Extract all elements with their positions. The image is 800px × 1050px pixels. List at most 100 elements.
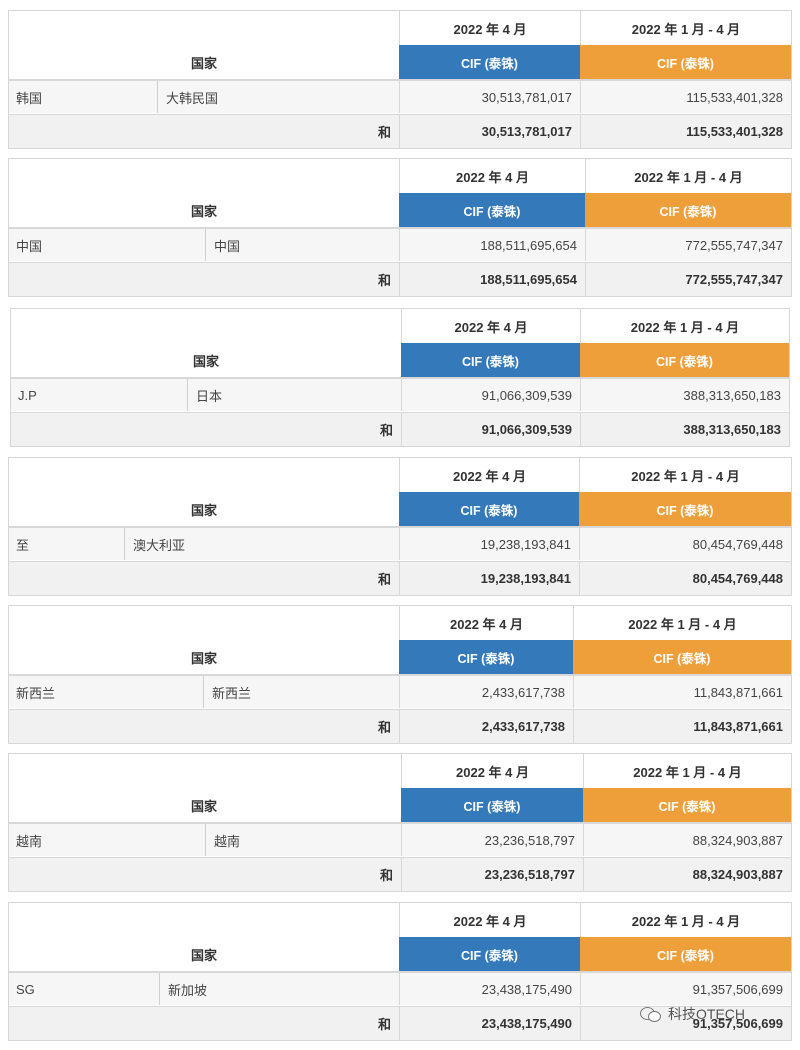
cif-ytd-header: CIF (泰铢) [573, 640, 791, 674]
sum-label: 和 [377, 572, 391, 587]
period-ytd-header: 2022 年 1 月 - 4 月 [585, 159, 791, 193]
cif-ytd-header: CIF (泰铢) [583, 788, 791, 822]
period-ytd-header: 2022 年 1 月 - 4 月 [583, 754, 791, 788]
period-month-header: 2022 年 4 月 [399, 903, 580, 937]
cif-month-header: CIF (泰铢) [399, 193, 585, 227]
sum-month-value: 91,066,309,539 [401, 413, 580, 446]
trade-table-vietnam: 国家 2022 年 4 月 2022 年 1 月 - 4 月 CIF (泰铢) … [8, 753, 792, 892]
trade-table-australia: 国家 2022 年 4 月 2022 年 1 月 - 4 月 CIF (泰铢) … [8, 457, 792, 596]
cif-month-header: CIF (泰铢) [399, 640, 573, 674]
cif-month-header: CIF (泰铢) [399, 937, 580, 971]
watermark: 科技OTECH [640, 1004, 745, 1024]
country-code: SG [16, 981, 35, 997]
country-code: 中国 [16, 238, 43, 254]
sum-ytd-value: 91,357,506,699 [580, 1007, 791, 1040]
period-ytd-header: 2022 年 1 月 - 4 月 [580, 309, 789, 343]
ytd-value: 88,324,903,887 [583, 824, 791, 856]
ytd-value: 115,533,401,328 [580, 81, 791, 113]
month-value: 23,236,518,797 [401, 824, 583, 856]
month-value: 23,438,175,490 [399, 973, 580, 1005]
sum-label: 和 [377, 720, 391, 735]
month-value: 2,433,617,738 [399, 676, 573, 708]
sum-ytd-value: 115,533,401,328 [580, 115, 791, 148]
period-ytd-header: 2022 年 1 月 - 4 月 [579, 458, 791, 492]
country-header: 国家 [190, 502, 217, 518]
sum-ytd-value: 80,454,769,448 [579, 562, 791, 595]
trade-table-new-zealand: 国家 2022 年 4 月 2022 年 1 月 - 4 月 CIF (泰铢) … [8, 605, 792, 744]
table-row: 越南 越南 23,236,518,797 88,324,903,887 [9, 822, 791, 856]
table-row: 新西兰 新西兰 2,433,617,738 11,843,871,661 [9, 674, 791, 708]
table-row: SG 新加坡 23,438,175,490 91,357,506,699 [9, 971, 791, 1005]
country-header: 国家 [190, 650, 217, 666]
table-row: 中国 中国 188,511,695,654 772,555,747,347 [9, 227, 791, 261]
period-month-header: 2022 年 4 月 [401, 754, 583, 788]
sum-row: 和 91,066,309,539 388,313,650,183 [11, 412, 789, 446]
sum-ytd-value: 11,843,871,661 [573, 710, 791, 743]
period-ytd-header: 2022 年 1 月 - 4 月 [580, 903, 791, 937]
sum-month-value: 188,511,695,654 [399, 263, 585, 296]
country-header: 国家 [190, 55, 217, 71]
month-value: 19,238,193,841 [399, 528, 579, 560]
sum-label: 和 [377, 1017, 391, 1032]
cif-ytd-header: CIF (泰铢) [579, 492, 791, 526]
country-code: 至 [16, 537, 30, 553]
period-month-header: 2022 年 4 月 [399, 11, 580, 45]
cif-month-header: CIF (泰铢) [399, 492, 579, 526]
cif-month-header: CIF (泰铢) [399, 45, 580, 79]
country-header: 国家 [190, 947, 217, 963]
sum-month-value: 23,438,175,490 [399, 1007, 580, 1040]
sum-label: 和 [379, 423, 393, 438]
sum-ytd-value: 772,555,747,347 [585, 263, 791, 296]
trade-table-singapore: 国家 2022 年 4 月 2022 年 1 月 - 4 月 CIF (泰铢) … [8, 902, 792, 1041]
period-month-header: 2022 年 4 月 [399, 458, 579, 492]
table-row: J.P 日本 91,066,309,539 388,313,650,183 [11, 377, 789, 411]
trade-table-korea: 国家 2022 年 4 月 2022 年 1 月 - 4 月 CIF (泰铢) … [8, 10, 792, 149]
period-ytd-header: 2022 年 1 月 - 4 月 [580, 11, 791, 45]
wechat-icon [640, 1005, 662, 1023]
ytd-value: 80,454,769,448 [579, 528, 791, 560]
country-name: 日本 [187, 379, 401, 411]
period-month-header: 2022 年 4 月 [399, 159, 585, 193]
sum-row: 和 19,238,193,841 80,454,769,448 [9, 561, 791, 595]
trade-table-japan: 国家 2022 年 4 月 2022 年 1 月 - 4 月 CIF (泰铢) … [10, 308, 790, 447]
table-row: 韩国 大韩民国 30,513,781,017 115,533,401,328 [9, 79, 791, 113]
ytd-value: 772,555,747,347 [585, 229, 791, 261]
country-header: 国家 [190, 798, 217, 814]
period-ytd-header: 2022 年 1 月 - 4 月 [573, 606, 791, 640]
country-name: 新西兰 [203, 676, 399, 708]
country-name: 新加坡 [159, 973, 399, 1005]
country-code: J.P [18, 387, 37, 403]
cif-month-header: CIF (泰铢) [401, 788, 583, 822]
country-name: 越南 [205, 824, 401, 856]
month-value: 30,513,781,017 [399, 81, 580, 113]
trade-table-china: 国家 2022 年 4 月 2022 年 1 月 - 4 月 CIF (泰铢) … [8, 158, 792, 297]
country-code: 越南 [16, 833, 43, 849]
country-code: 新西兰 [16, 685, 56, 701]
sum-row: 和 30,513,781,017 115,533,401,328 [9, 114, 791, 148]
table-row: 至 澳大利亚 19,238,193,841 80,454,769,448 [9, 526, 791, 560]
period-month-header: 2022 年 4 月 [401, 309, 580, 343]
ytd-value: 11,843,871,661 [573, 676, 791, 708]
cif-month-header: CIF (泰铢) [401, 343, 580, 377]
sum-month-value: 30,513,781,017 [399, 115, 580, 148]
sum-label: 和 [377, 125, 391, 140]
country-name: 大韩民国 [157, 81, 399, 113]
cif-ytd-header: CIF (泰铢) [585, 193, 791, 227]
cif-ytd-header: CIF (泰铢) [580, 937, 791, 971]
sum-row: 和 23,236,518,797 88,324,903,887 [9, 857, 791, 891]
country-code: 韩国 [16, 90, 43, 106]
period-month-header: 2022 年 4 月 [399, 606, 573, 640]
month-value: 188,511,695,654 [399, 229, 585, 261]
country-header: 国家 [190, 203, 217, 219]
sum-month-value: 2,433,617,738 [399, 710, 573, 743]
sum-row: 和 188,511,695,654 772,555,747,347 [9, 262, 791, 296]
sum-month-value: 19,238,193,841 [399, 562, 579, 595]
cif-ytd-header: CIF (泰铢) [580, 343, 789, 377]
sum-ytd-value: 388,313,650,183 [580, 413, 789, 446]
sum-row: 和 2,433,617,738 11,843,871,661 [9, 709, 791, 743]
country-name: 澳大利亚 [124, 528, 399, 560]
country-header: 国家 [192, 353, 219, 369]
sum-label: 和 [377, 273, 391, 288]
sum-ytd-value: 88,324,903,887 [583, 858, 791, 891]
sum-label: 和 [379, 868, 393, 883]
